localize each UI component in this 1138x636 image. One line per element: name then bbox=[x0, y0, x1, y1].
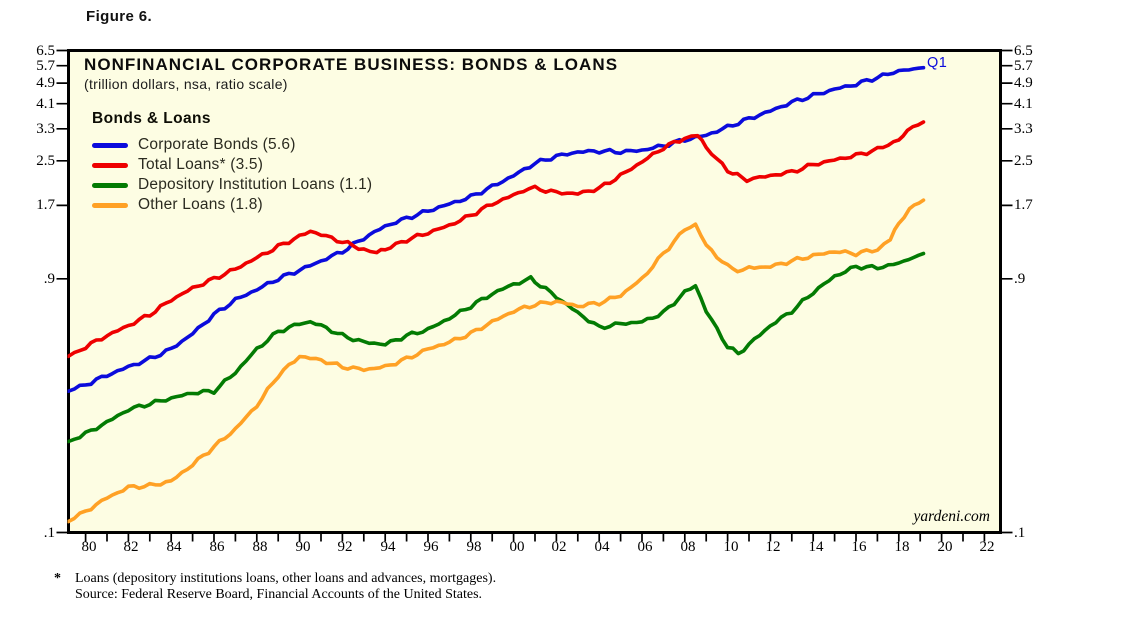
x-tick-label: 20 bbox=[937, 539, 953, 555]
legend-item-depository-institution-loans: Depository Institution Loans (1.1) bbox=[92, 175, 372, 195]
x-tick-label: 82 bbox=[123, 539, 139, 555]
y-tick-label-right: 1.7 bbox=[1014, 197, 1033, 213]
x-tick-label: 10 bbox=[723, 539, 739, 555]
legend-swatch-corporate-bonds bbox=[92, 142, 128, 148]
x-tick-label: 88 bbox=[252, 539, 268, 555]
series-line-corporate-bonds bbox=[67, 65, 926, 394]
legend-label-corporate-bonds: Corporate Bonds (5.6) bbox=[138, 136, 296, 153]
chart-title: NONFINANCIAL CORPORATE BUSINESS: BONDS &… bbox=[84, 55, 619, 74]
legend-swatch-other-loans bbox=[92, 202, 128, 208]
x-tick-label: 84 bbox=[166, 539, 182, 555]
x-tick-label: 92 bbox=[337, 539, 353, 555]
footnote-line-2: Source: Federal Reserve Board, Financial… bbox=[75, 587, 483, 602]
y-axis-labels-left: 6.5 5.7 4.9 4.1 3.3 2.5 1.7 .9 .1 bbox=[0, 0, 55, 636]
footnote: * Loans (depository institutions loans, … bbox=[54, 571, 496, 603]
y-axis-labels-right: 6.5 5.7 4.9 4.1 3.3 2.5 1.7 .9 .1 bbox=[1014, 0, 1074, 636]
y-tick-label-right: 4.9 bbox=[1014, 75, 1033, 91]
series-line-other-loans bbox=[67, 198, 926, 524]
y-tick-label-right: 2.5 bbox=[1014, 153, 1033, 169]
footnote-asterisk: * bbox=[54, 571, 61, 586]
legend-item-corporate-bonds: Corporate Bonds (5.6) bbox=[92, 135, 372, 155]
latest-quarter-label: Q1 bbox=[927, 55, 948, 71]
y-tick-label-left: 1.7 bbox=[36, 197, 55, 213]
chart-subtitle: (trillion dollars, nsa, ratio scale) bbox=[84, 76, 288, 92]
legend-label-depository-institution-loans: Depository Institution Loans (1.1) bbox=[138, 176, 373, 193]
legend: Bonds & Loans Corporate Bonds (5.6) Tota… bbox=[92, 110, 372, 215]
y-tick-label-left: 6.5 bbox=[36, 43, 55, 59]
y-tick-label-right: 6.5 bbox=[1014, 43, 1033, 59]
legend-swatch-total-loans bbox=[92, 162, 128, 168]
y-tick-label-right: .1 bbox=[1014, 525, 1026, 541]
y-tick-label-right: 3.3 bbox=[1014, 121, 1033, 137]
y-tick-label-left: 4.1 bbox=[36, 96, 55, 112]
figure-label: Figure 6. bbox=[86, 8, 153, 25]
x-tick-label: 14 bbox=[808, 539, 824, 555]
legend-swatch-depository-institution-loans bbox=[92, 182, 128, 188]
x-tick-label: 98 bbox=[466, 539, 482, 555]
y-tick-label-left: 2.5 bbox=[36, 153, 55, 169]
y-tick-label-left: 4.9 bbox=[36, 75, 55, 91]
footnote-text: Loans (depository institutions loans, ot… bbox=[75, 571, 496, 603]
legend-item-other-loans: Other Loans (1.8) bbox=[92, 195, 372, 215]
y-tick-label-left: 3.3 bbox=[36, 121, 55, 137]
x-tick-label: 02 bbox=[551, 539, 567, 555]
y-tick-label-right: 5.7 bbox=[1014, 58, 1033, 74]
axis-ticks bbox=[56, 49, 1013, 542]
x-tick-label: 94 bbox=[380, 539, 396, 555]
y-tick-label-left: .9 bbox=[43, 271, 55, 287]
x-tick-label: 18 bbox=[894, 539, 910, 555]
footnote-line-1: Loans (depository institutions loans, ot… bbox=[75, 571, 497, 586]
x-tick-label: 04 bbox=[594, 539, 610, 555]
x-tick-label: 00 bbox=[509, 539, 525, 555]
x-tick-label: 80 bbox=[81, 539, 97, 555]
series-line-depository-institution-loans bbox=[67, 251, 926, 444]
legend-label-other-loans: Other Loans (1.8) bbox=[138, 196, 263, 213]
series-line-total-loans bbox=[67, 120, 926, 359]
plot-frame bbox=[67, 49, 1002, 534]
x-tick-label: 86 bbox=[209, 539, 225, 555]
legend-item-total-loans: Total Loans* (3.5) bbox=[92, 155, 372, 175]
y-tick-label-right: 4.1 bbox=[1014, 96, 1033, 112]
x-tick-label: 22 bbox=[979, 539, 995, 555]
y-tick-label-left: .1 bbox=[43, 525, 55, 541]
x-tick-label: 12 bbox=[765, 539, 781, 555]
watermark-yardeni: yardeni.com bbox=[913, 508, 990, 525]
x-tick-label: 08 bbox=[680, 539, 696, 555]
legend-header: Bonds & Loans bbox=[92, 110, 211, 127]
y-tick-label-right: .9 bbox=[1014, 271, 1026, 287]
x-tick-label: 96 bbox=[423, 539, 439, 555]
x-tick-label: 90 bbox=[295, 539, 311, 555]
legend-label-total-loans: Total Loans* (3.5) bbox=[138, 156, 264, 173]
x-tick-label: 16 bbox=[851, 539, 867, 555]
y-tick-label-left: 5.7 bbox=[36, 58, 55, 74]
x-tick-label: 06 bbox=[637, 539, 653, 555]
